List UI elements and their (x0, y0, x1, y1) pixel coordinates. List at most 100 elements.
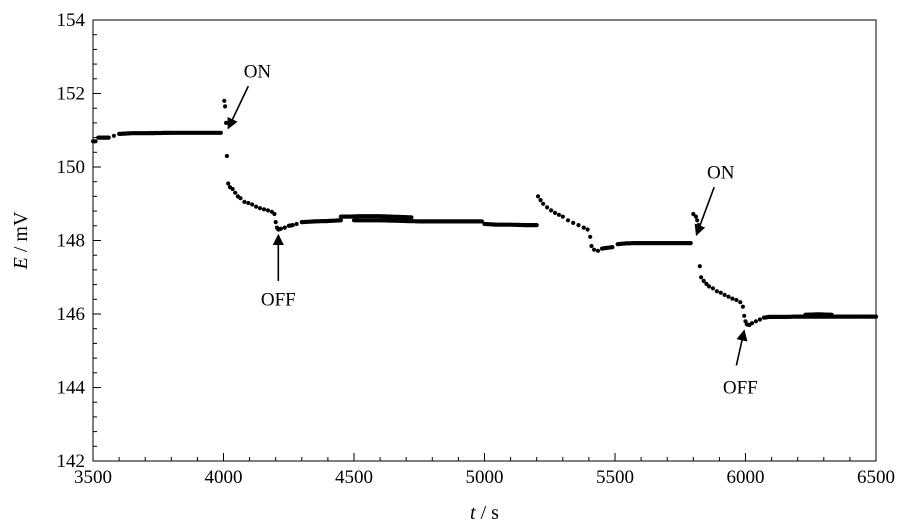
data-point (757, 317, 763, 322)
data-point (714, 289, 719, 294)
annotation-arrow (735, 329, 748, 366)
axes: 3500 4000 4500 5000 5500 6000 6500 142 144 146 148… (57, 10, 896, 488)
data-point (242, 199, 247, 204)
data-point (691, 211, 696, 217)
data-point (294, 221, 299, 227)
annotation-label: ON (244, 61, 272, 82)
data-point (588, 234, 593, 239)
data-point (697, 264, 702, 269)
data-point (746, 322, 751, 327)
data-point (701, 278, 706, 283)
y-tick-label: 152 (57, 84, 86, 105)
data-point (224, 153, 229, 159)
data-point (277, 227, 282, 232)
data-point (565, 218, 571, 223)
data-point (533, 223, 538, 228)
data-point (289, 223, 294, 228)
data-point (111, 133, 116, 138)
x-tick-label: 4500 (335, 467, 373, 488)
data-point (704, 281, 709, 286)
annotation-arrow (227, 85, 250, 130)
data-point (738, 300, 743, 305)
data-point (92, 139, 97, 144)
data-point (571, 220, 576, 225)
data-point (710, 286, 716, 291)
y-tick-label: 144 (57, 378, 86, 399)
data-point (581, 225, 586, 230)
data-point (718, 290, 723, 295)
data-point (337, 218, 342, 223)
data-point (254, 204, 259, 209)
data-point (217, 130, 222, 135)
data-point (246, 200, 251, 206)
x-tick-label: 6500 (857, 467, 895, 488)
x-tick-label: 4000 (205, 467, 243, 488)
data-point (560, 214, 565, 219)
data-point (105, 135, 110, 140)
data-point (538, 198, 543, 203)
data-point (730, 296, 735, 301)
data-point (576, 223, 581, 228)
data-point (726, 294, 731, 299)
x-tick-label: 5000 (466, 467, 504, 488)
data-point (478, 219, 483, 224)
y-axis-title: E / mV (10, 211, 32, 270)
data-point (695, 218, 700, 223)
data-point (556, 212, 562, 217)
x-tick-label: 6000 (727, 467, 765, 488)
data-points (90, 98, 879, 328)
data-point (272, 211, 277, 217)
data-point (595, 248, 601, 253)
x-tick-label: 3500 (74, 467, 112, 488)
y-tick-label: 148 (57, 231, 86, 252)
data-point (742, 313, 747, 318)
data-point (273, 220, 278, 225)
y-axis-variable: E (10, 257, 32, 270)
x-axis-title: t / s (470, 502, 499, 521)
data-point (753, 319, 759, 324)
data-point (552, 210, 558, 215)
y-axis-unit: / mV (10, 211, 32, 257)
y-tick-label: 142 (57, 451, 86, 472)
data-point (693, 214, 699, 219)
data-point (549, 208, 554, 213)
data-point (535, 194, 541, 199)
data-point (740, 304, 746, 309)
data-point (687, 241, 692, 246)
y-tick-label: 150 (57, 157, 86, 178)
annotation-label: OFF (261, 289, 296, 310)
data-point (722, 292, 727, 297)
data-point (699, 275, 704, 280)
data-point (222, 98, 227, 103)
data-point (257, 206, 263, 211)
x-tick-label: 5500 (596, 467, 634, 488)
annotation-label: ON (707, 163, 735, 184)
data-point (828, 312, 833, 317)
data-point (261, 207, 267, 212)
data-point (609, 245, 614, 250)
data-point (545, 205, 550, 210)
data-point (282, 225, 287, 230)
data-point (250, 202, 255, 207)
annotation-arrow (694, 186, 715, 237)
annotation-label: OFF (723, 378, 758, 399)
x-axis-variable: t (470, 502, 476, 521)
data-point (589, 243, 594, 249)
data-point (872, 314, 877, 319)
annotations: ON OFF ON OFF (227, 61, 758, 399)
data-point (238, 196, 243, 201)
y-tick-label: 154 (57, 10, 86, 31)
data-point (223, 104, 228, 109)
data-point (749, 321, 755, 326)
plot-frame (92, 19, 877, 462)
data-point (541, 201, 546, 206)
data-point (233, 190, 238, 195)
data-point (265, 208, 270, 213)
data-point (706, 284, 712, 289)
y-tick-label: 146 (57, 304, 86, 325)
data-point (408, 215, 413, 220)
data-point (585, 227, 590, 232)
data-point (230, 186, 235, 192)
x-axis-unit: / s (476, 502, 500, 521)
